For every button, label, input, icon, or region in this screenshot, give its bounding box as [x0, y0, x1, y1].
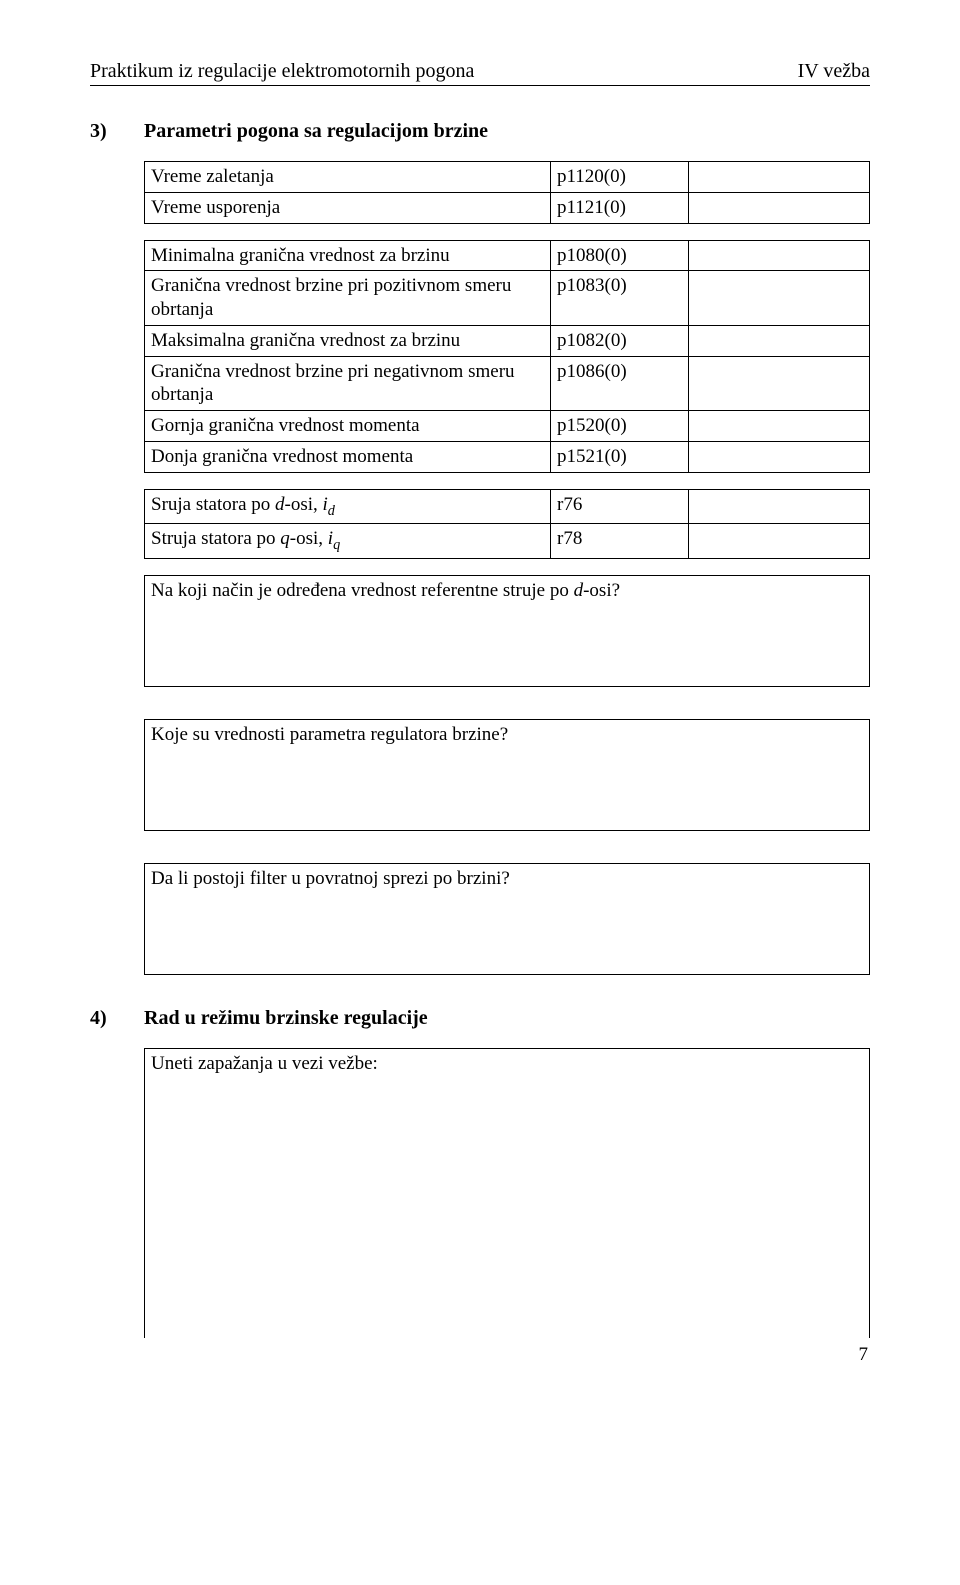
param-code: p1083(0) [551, 271, 689, 326]
param-label: Sruja statora po d-osi, id [145, 489, 551, 524]
page-container: Praktikum iz regulacije elektromotornih … [0, 0, 960, 1406]
param-code: p1086(0) [551, 356, 689, 411]
param-value-cell [688, 524, 869, 559]
param-code: p1120(0) [551, 162, 689, 193]
header-left: Praktikum iz regulacije elektromotornih … [90, 60, 474, 83]
param-label: Vreme zaletanja [145, 162, 551, 193]
param-value-cell [688, 356, 869, 411]
table-row: Vreme zaletanja p1120(0) [145, 162, 870, 193]
table-row: Granična vrednost brzine pri pozitivnom … [145, 271, 870, 326]
question-text: Da li postoji filter u povratnoj sprezi … [151, 868, 510, 889]
table-granicne-vrednosti: Minimalna granična vrednost za brzinu p1… [144, 240, 870, 473]
table-row: Granična vrednost brzine pri negativnom … [145, 356, 870, 411]
param-code: p1521(0) [551, 441, 689, 472]
param-code: p1082(0) [551, 325, 689, 356]
param-code: p1080(0) [551, 240, 689, 271]
section-3-number: 3) [90, 120, 144, 143]
param-value-cell [688, 192, 869, 223]
question-box-d-osa: Na koji način je određena vrednost refer… [144, 575, 870, 687]
param-value-cell [688, 162, 869, 193]
param-label: Vreme usporenja [145, 192, 551, 223]
param-label: Granična vrednost brzine pri pozitivnom … [145, 271, 551, 326]
param-value-cell [688, 271, 869, 326]
section-3-heading: 3) Parametri pogona sa regulacijom brzin… [90, 120, 870, 143]
param-label: Donja granična vrednost momenta [145, 441, 551, 472]
section-4-content: Uneti zapažanja u vezi vežbe: [144, 1048, 870, 1338]
question-text: Koje su vrednosti parametra regulatora b… [151, 724, 508, 745]
header-right: IV vežba [798, 60, 870, 83]
param-value-cell [688, 411, 869, 442]
table-row: Donja granična vrednost momenta p1521(0) [145, 441, 870, 472]
param-code: r78 [551, 524, 689, 559]
param-label: Gornja granična vrednost momenta [145, 411, 551, 442]
header-underline [90, 85, 870, 86]
table-row: Maksimalna granična vrednost za brzinu p… [145, 325, 870, 356]
param-value-cell [688, 325, 869, 356]
question-text: Na koji način je određena vrednost refer… [151, 580, 620, 601]
observations-box: Uneti zapažanja u vezi vežbe: [144, 1048, 870, 1338]
table-zaletanje-usporenje: Vreme zaletanja p1120(0) Vreme usporenja… [144, 161, 870, 224]
section-3-content: Vreme zaletanja p1120(0) Vreme usporenja… [144, 161, 870, 975]
section-4-title: Rad u režimu brzinske regulacije [144, 1007, 428, 1030]
param-label: Maksimalna granična vrednost za brzinu [145, 325, 551, 356]
param-code: r76 [551, 489, 689, 524]
param-label: Struja statora po q-osi, iq [145, 524, 551, 559]
table-row: Sruja statora po d-osi, id r76 [145, 489, 870, 524]
question-box-regulator-brzine: Koje su vrednosti parametra regulatora b… [144, 719, 870, 831]
param-code: p1520(0) [551, 411, 689, 442]
table-struja-statora: Sruja statora po d-osi, id r76 Struja st… [144, 489, 870, 559]
param-label: Granična vrednost brzine pri negativnom … [145, 356, 551, 411]
question-box-filter: Da li postoji filter u povratnoj sprezi … [144, 863, 870, 975]
section-3-title: Parametri pogona sa regulacijom brzine [144, 120, 488, 143]
table-row: Vreme usporenja p1121(0) [145, 192, 870, 223]
param-value-cell [688, 441, 869, 472]
table-row: Struja statora po q-osi, iq r78 [145, 524, 870, 559]
section-4-number: 4) [90, 1007, 144, 1030]
param-value-cell [688, 240, 869, 271]
param-code: p1121(0) [551, 192, 689, 223]
page-number: 7 [90, 1344, 870, 1366]
param-value-cell [688, 489, 869, 524]
section-4-heading: 4) Rad u režimu brzinske regulacije [90, 1007, 870, 1030]
table-row: Minimalna granična vrednost za brzinu p1… [145, 240, 870, 271]
table-row: Gornja granična vrednost momenta p1520(0… [145, 411, 870, 442]
page-header: Praktikum iz regulacije elektromotornih … [90, 60, 870, 85]
param-label: Minimalna granična vrednost za brzinu [145, 240, 551, 271]
observations-label: Uneti zapažanja u vezi vežbe: [151, 1053, 378, 1074]
